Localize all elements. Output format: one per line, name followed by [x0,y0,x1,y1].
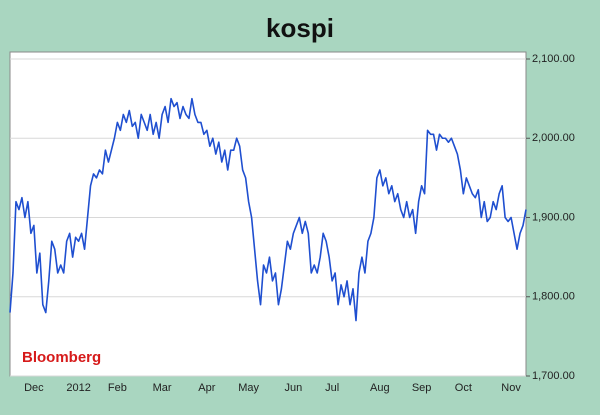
chart-title: kospi [266,13,334,43]
x-tick-label: Apr [198,382,215,394]
x-tick-label: May [238,382,259,394]
x-tick-label: Dec [24,382,44,394]
y-tick-label: 1,900.00 [532,211,575,223]
x-tick-label: Oct [455,382,472,394]
plot-area [9,51,527,377]
x-tick-label: Mar [153,382,172,394]
y-tick-label: 1,800.00 [532,291,575,303]
y-tick-label: 1,700.00 [532,370,575,382]
x-tick-label: Jul [325,382,339,394]
source-label: Bloomberg [22,349,101,366]
y-tick-label: 2,000.00 [532,132,575,144]
x-tick-label: 2012 [66,382,90,394]
price-line [9,97,527,322]
x-tick-label: Sep [412,382,432,394]
x-tick-label: Aug [370,382,390,394]
y-tick-label: 2,100.00 [532,53,575,65]
x-tick-label: Nov [501,382,521,394]
x-tick-label: Jun [284,382,302,394]
x-tick-label: Feb [108,382,127,394]
